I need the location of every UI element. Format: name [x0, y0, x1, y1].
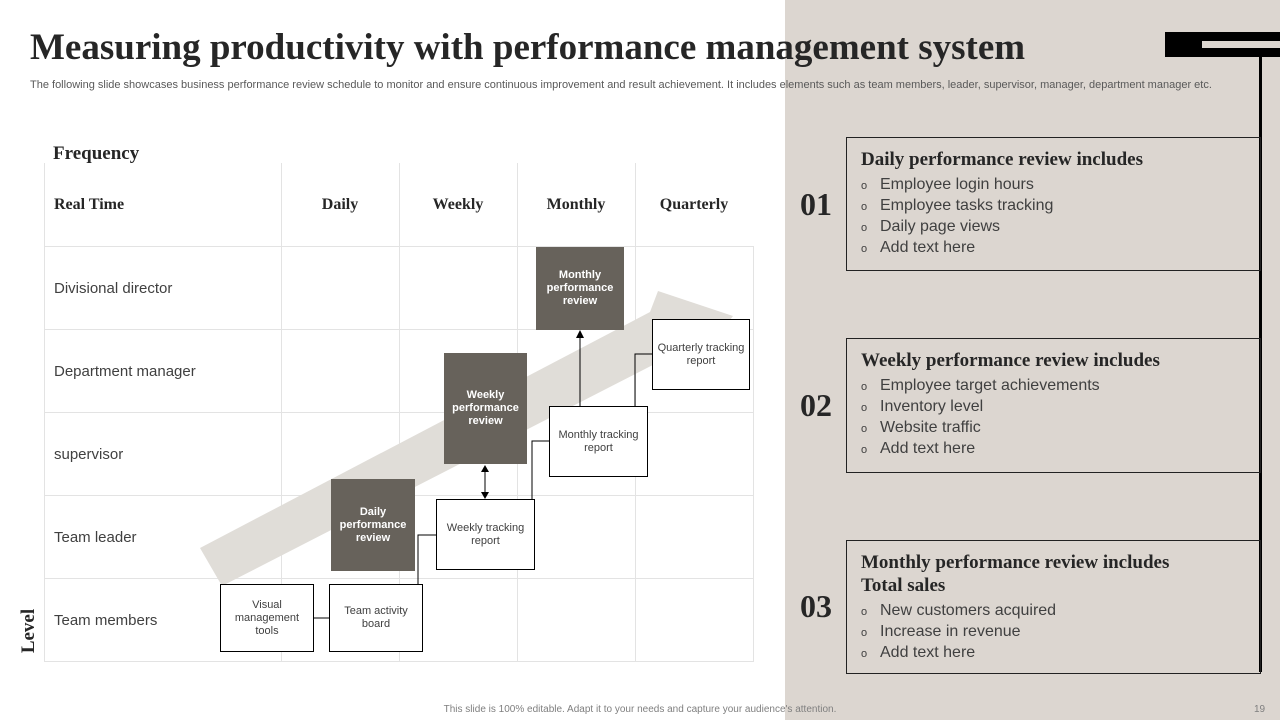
card-monthly: Monthly performance review includes Tota… [846, 540, 1261, 674]
right-panel [785, 0, 1280, 720]
card-number-02: 02 [800, 387, 832, 423]
node-quarterly-tracking-report: Quarterly tracking report [652, 319, 750, 390]
list-item: o Website traffic [861, 419, 981, 436]
list-item: o Daily page views [861, 218, 1001, 235]
list-item: o Add text here [861, 644, 976, 661]
row-label-team-members: Team members [54, 612, 158, 629]
card-weekly: Weekly performance review includes o Empl… [846, 338, 1261, 473]
card-title: Daily performance review includes [861, 149, 1143, 170]
card-number-01: 01 [800, 186, 832, 222]
row-label-team-leader: Team leader [54, 529, 137, 546]
list-item: o New customers acquired [861, 602, 1057, 619]
row-label-divisional-director: Divisional director [54, 280, 173, 297]
page-title: Measuring productivity with performance … [30, 27, 1026, 68]
page-subtitle: The following slide showcases business p… [30, 79, 1212, 91]
column-header-real-time: Real Time [54, 196, 125, 213]
column-header-monthly: Monthly [546, 196, 606, 213]
node-daily-performance-review: Daily performance review [331, 479, 415, 571]
card-title: Weekly performance review includes [861, 350, 1160, 371]
node-weekly-tracking-report: Weekly tracking report [436, 499, 535, 570]
column-header-weekly: Weekly [432, 196, 484, 213]
frequency-axis-label: Frequency [53, 143, 140, 164]
list-item: o Inventory level [861, 398, 984, 415]
node-weekly-performance-review: Weekly performance review [444, 353, 527, 464]
list-item: o Employee target achievements [861, 377, 1100, 394]
node-visual-management-tools: Visual management tools [220, 584, 314, 652]
column-header-quarterly: Quarterly [659, 196, 729, 213]
list-item: o Employee tasks tracking [861, 197, 1054, 214]
node-monthly-tracking-report: Monthly tracking report [549, 406, 648, 477]
list-item: o Increase in revenue [861, 623, 1021, 640]
node-monthly-performance-review: Monthly performance review [536, 247, 624, 330]
card-title: Monthly performance review includes Tota… [861, 552, 1170, 596]
card-number-03: 03 [800, 588, 832, 624]
row-label-supervisor: supervisor [54, 446, 124, 463]
list-item: o Add text here [861, 239, 976, 256]
page-number: 19 [1254, 704, 1266, 715]
card-daily: Daily performance review includes o Emplo… [846, 137, 1261, 271]
decorative-bar-inset [1202, 41, 1280, 48]
node-team-activity-board: Team activity board [329, 584, 423, 652]
list-item: o Add text here [861, 440, 976, 457]
column-header-daily: Daily [321, 196, 359, 213]
list-item: o Employee login hours [861, 176, 1034, 193]
row-label-department-manager: Department manager [54, 363, 196, 380]
footer-text: This slide is 100% editable. Adapt it to… [443, 704, 837, 715]
